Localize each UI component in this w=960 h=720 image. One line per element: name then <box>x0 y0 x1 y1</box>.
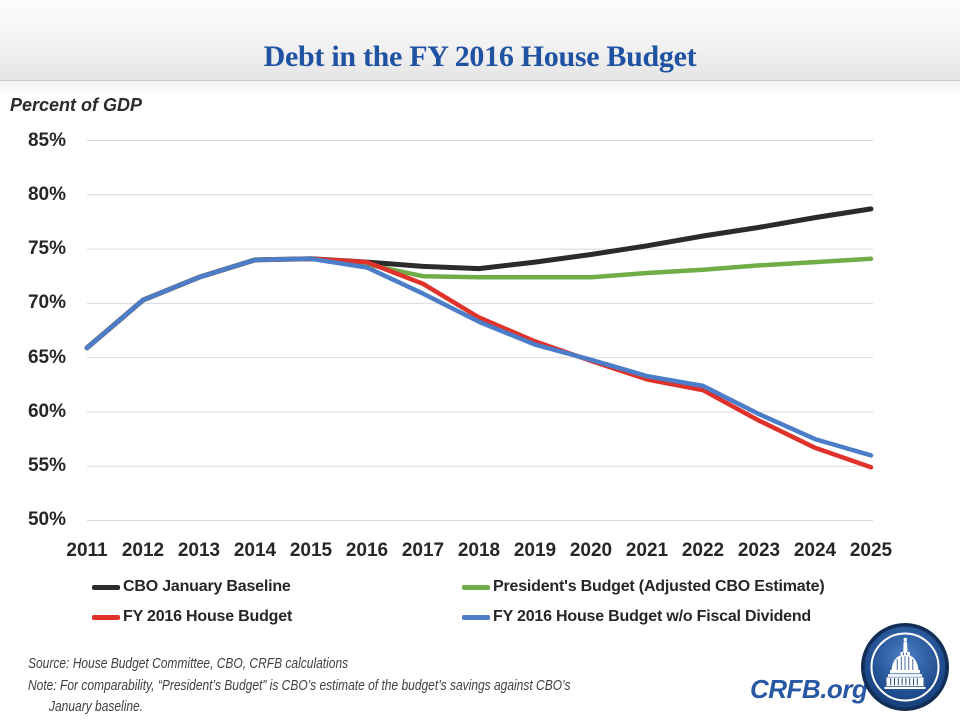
legend-label: FY 2016 House Budget w/o Fiscal Dividend <box>493 608 812 625</box>
y-tick-label: 60% <box>27 400 66 422</box>
y-tick-label: 80% <box>27 183 66 205</box>
footnote-line2: January baseline. <box>49 698 144 715</box>
crfb-logo <box>861 623 949 711</box>
legend-item-house-budget: FY 2016 House Budget <box>92 608 462 626</box>
title-bar-shadow <box>0 81 960 95</box>
x-tick-label: 2019 <box>513 540 557 561</box>
y-tick-label: 75% <box>27 238 66 260</box>
series-line-fy-2016-house-budget <box>84 256 874 470</box>
capitol-dome-icon <box>861 623 949 711</box>
legend-swatch-green <box>462 584 490 590</box>
title-bar <box>0 0 960 81</box>
brand-wordmark: CRFB.org <box>750 674 868 704</box>
x-tick-label: 2013 <box>177 540 221 561</box>
x-tick-label: 2012 <box>121 540 165 561</box>
x-tick-label: 2018 <box>457 540 501 561</box>
x-tick-label: 2014 <box>233 540 277 561</box>
y-axis-unit-label: Percent of GDP <box>10 95 143 115</box>
page-title: Debt in the FY 2016 House Budget <box>263 40 697 73</box>
x-tick-label: 2025 <box>849 540 893 561</box>
legend-label: President's Budget (Adjusted CBO Estimat… <box>493 578 825 595</box>
x-tick-label: 2011 <box>66 540 108 561</box>
chart-legend: CBO January Baseline President's Budget … <box>92 572 825 632</box>
x-tick-label: 2023 <box>737 540 781 561</box>
legend-label: CBO January Baseline <box>123 578 291 595</box>
series-line-fy-2016-house-budget-w-o-fiscal-dividend <box>84 256 874 458</box>
y-tick-label: 65% <box>27 346 66 368</box>
x-tick-label: 2024 <box>793 540 837 561</box>
legend-swatch-black <box>92 584 120 590</box>
footnote-line1: Note: For comparability, “President’s Bu… <box>28 677 571 694</box>
x-tick-label: 2015 <box>289 540 333 561</box>
legend-label: FY 2016 House Budget <box>123 608 293 625</box>
y-tick-label: 85% <box>27 129 66 151</box>
source-note: Source: House Budget Committee, CBO, CRF… <box>28 655 349 672</box>
legend-item-cbo-baseline: CBO January Baseline <box>92 578 462 596</box>
legend-swatch-blue <box>462 614 490 620</box>
x-tick-label: 2016 <box>345 540 389 561</box>
legend-swatch-red <box>92 614 120 620</box>
x-tick-label: 2020 <box>569 540 613 561</box>
y-tick-label: 50% <box>27 509 66 531</box>
legend-item-house-budget-no-dividend: FY 2016 House Budget w/o Fiscal Dividend <box>462 608 824 626</box>
x-tick-label: 2021 <box>625 540 669 561</box>
y-tick-label: 70% <box>27 292 66 314</box>
legend-item-presidents-budget: President's Budget (Adjusted CBO Estimat… <box>462 578 825 596</box>
x-tick-label: 2022 <box>681 540 725 561</box>
x-tick-label: 2017 <box>401 540 445 561</box>
y-tick-label: 55% <box>27 455 66 477</box>
